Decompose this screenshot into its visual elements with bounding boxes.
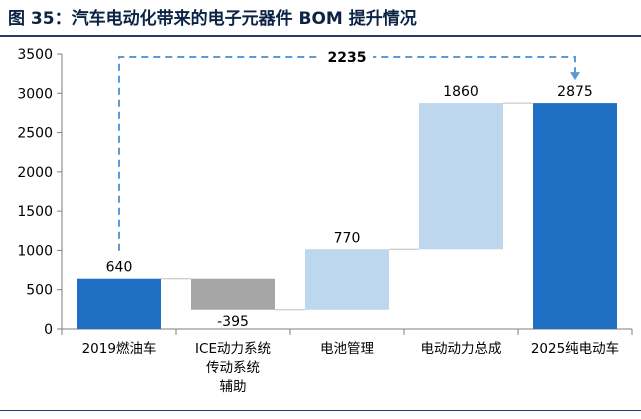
connector-lines [161,102,533,311]
data-label: 640 [106,260,133,276]
data-label: 1860 [443,84,479,100]
category-label: 2019燃油车 [82,340,157,357]
y-tick-label: 2500 [17,126,53,142]
y-tick-label: 2000 [17,165,53,181]
y-tick-label: 1000 [17,243,53,259]
category-label: 辅助 [220,379,247,395]
data-label: 2875 [557,84,593,100]
chart-title: 图 35：汽车电动化带来的电子元器件 BOM 提升情况 [8,9,417,29]
data-label: -395 [217,314,249,330]
total-increase-annotation: 2235 [118,47,580,251]
title-rule [0,35,641,37]
bars [77,103,617,329]
bar-2 [191,278,275,310]
y-tick-label: 3000 [17,86,53,102]
annotation-arrowhead [570,72,580,81]
category-label: ICE动力系统 [195,341,271,357]
category-label: 电池管理 [320,341,374,357]
bar-5 [533,103,617,329]
y-tick-label: 3500 [17,47,53,63]
annotation-dashed-line [118,56,576,251]
bar-3 [305,249,389,310]
category-label: 电动动力总成 [421,341,502,357]
data-label: 770 [334,230,361,246]
y-tick-label: 0 [44,322,53,338]
data-labels: 640 -395 770 1860 2875 [106,84,593,330]
category-label: 传动系统 [206,360,260,376]
y-tick-label: 1500 [17,204,53,220]
bar-1 [77,278,161,329]
y-tick-labels: 0 500 1000 1500 2000 2500 3000 3500 [17,47,53,338]
footer-rule [0,410,641,411]
y-tick-label: 500 [26,283,53,299]
annotation-label: 2235 [328,50,367,66]
bar-4 [419,103,503,250]
annotation-label-bg [321,47,373,67]
category-label: 2025纯电动车 [531,340,619,357]
